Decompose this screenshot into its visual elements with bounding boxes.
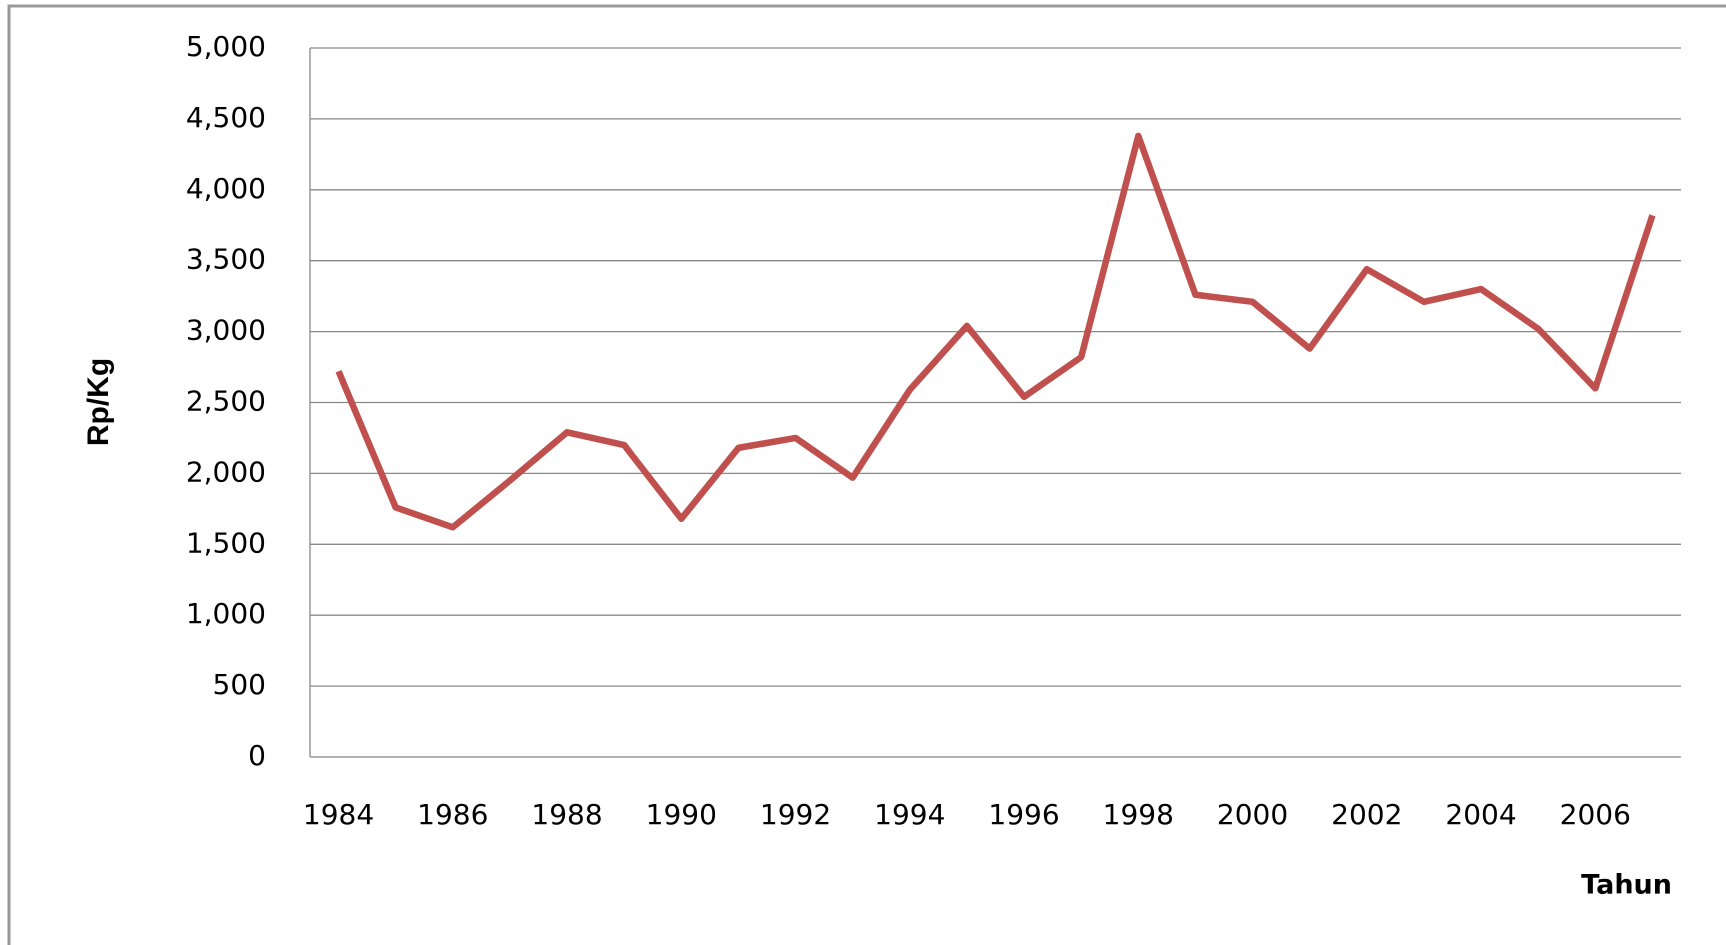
frame [7,4,1726,945]
y-tick-label: 1,000 [186,597,266,630]
x-tick-label: 1986 [417,798,488,831]
y-tick-label: 500 [213,668,266,701]
y-tick-label: 4,500 [186,101,266,134]
x-tick-label: 2004 [1445,798,1516,831]
x-axis-label: Tahun [1581,870,1672,901]
x-tick-label: 1984 [303,798,374,831]
y-tick-label: 3,500 [186,243,266,276]
y-tick-label: 0 [248,739,266,772]
x-tick-label: 2002 [1331,798,1402,831]
x-tick-label: 1992 [760,798,831,831]
x-tick-label: 1998 [1103,798,1174,831]
y-tick-label: 5,000 [186,30,266,63]
y-tick-label: 2,500 [186,385,266,418]
y-axis-label: Rp/Kg [82,358,115,446]
x-tick-label: 1996 [988,798,1059,831]
x-tick-label: 2006 [1560,798,1631,831]
y-tick-label: 3,000 [186,314,266,347]
y-tick-label: 4,000 [186,172,266,205]
x-tick-label: 1990 [646,798,717,831]
x-tick-label: 1988 [531,798,602,831]
line-series [335,132,1656,531]
x-tick-label: 1994 [874,798,945,831]
y-tick-label: 1,500 [186,526,266,559]
y-tick-label: 2,000 [186,455,266,488]
x-tick-label: 2000 [1217,798,1288,831]
